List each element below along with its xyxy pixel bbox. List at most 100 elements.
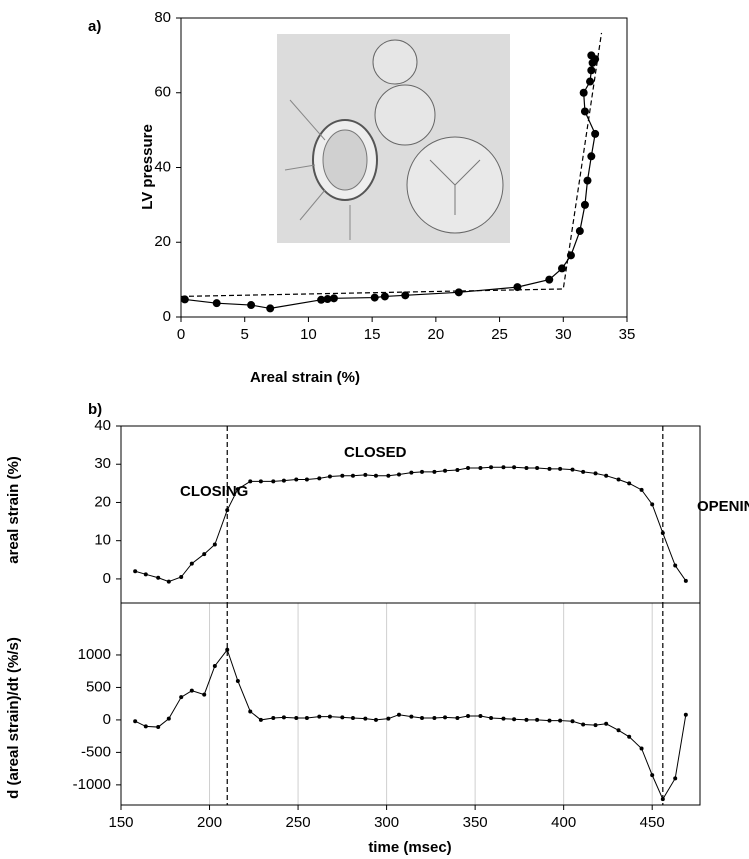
data-point — [258, 479, 263, 484]
data-point — [586, 77, 595, 86]
data-point — [455, 715, 460, 720]
x-tick-label: 35 — [619, 326, 636, 343]
data-point — [593, 471, 598, 476]
data-point — [294, 477, 299, 482]
data-point — [189, 688, 194, 693]
x-tick-label: 30 — [555, 326, 572, 343]
data-point — [579, 88, 588, 97]
data-point — [323, 295, 332, 304]
data-point — [466, 714, 471, 719]
data-point — [616, 728, 621, 733]
y-axis-label: areal strain (%) — [5, 456, 22, 564]
data-point — [489, 715, 494, 720]
data-point — [225, 508, 230, 513]
data-point — [627, 481, 632, 486]
data-point — [545, 275, 554, 284]
data-point — [575, 227, 584, 236]
data-point — [409, 714, 414, 719]
data-point — [420, 715, 425, 720]
data-point — [683, 578, 688, 583]
data-point — [212, 299, 221, 308]
data-point — [202, 692, 207, 697]
y-tick-label: 80 — [154, 9, 171, 26]
y-tick-label: 60 — [154, 84, 171, 101]
data-point — [639, 746, 644, 751]
y-tick-label: 30 — [94, 455, 111, 472]
data-point — [432, 715, 437, 720]
y-tick-label: 40 — [94, 417, 111, 434]
data-point — [581, 469, 586, 474]
x-tick-label: 15 — [364, 326, 381, 343]
data-point — [179, 695, 184, 700]
y-tick-label: 20 — [154, 233, 171, 250]
x-tick-label: 25 — [491, 326, 508, 343]
data-point — [547, 466, 552, 471]
data-point — [683, 712, 688, 717]
data-point — [570, 467, 575, 472]
y-tick-label: 0 — [103, 711, 111, 728]
data-point — [489, 465, 494, 470]
data-point — [212, 542, 217, 547]
annotation: OPENING — [697, 498, 749, 515]
data-point — [340, 473, 345, 478]
series-line — [134, 648, 687, 801]
data-point — [501, 465, 506, 470]
plot-frame — [120, 425, 701, 604]
x-tick-label: 250 — [286, 814, 311, 831]
data-point — [304, 715, 309, 720]
data-point — [373, 717, 378, 722]
x-tick-label: 20 — [428, 326, 445, 343]
data-point — [660, 797, 665, 802]
valve-illustration — [277, 34, 510, 243]
data-point — [329, 294, 338, 303]
data-point — [478, 714, 483, 719]
data-point — [524, 717, 529, 722]
data-point — [581, 722, 586, 727]
x-tick-label: 400 — [551, 814, 576, 831]
data-point — [180, 295, 189, 304]
data-point — [327, 714, 332, 719]
data-point — [591, 129, 600, 138]
y-tick-label: 10 — [94, 532, 111, 549]
data-point — [156, 575, 161, 580]
data-point — [639, 487, 644, 492]
annotation: CLOSED — [344, 444, 407, 461]
data-point — [512, 717, 517, 722]
data-point — [570, 719, 575, 724]
data-point — [660, 531, 665, 536]
y-tick-label: -1000 — [73, 776, 111, 793]
data-point — [350, 715, 355, 720]
data-point — [396, 472, 401, 477]
data-point — [420, 469, 425, 474]
data-point — [650, 502, 655, 507]
data-point — [558, 466, 563, 471]
data-point — [673, 563, 678, 568]
data-point — [580, 200, 589, 209]
data-point — [673, 776, 678, 781]
data-point — [281, 478, 286, 483]
data-point — [593, 723, 598, 728]
data-point — [304, 477, 309, 482]
y-tick-label: 500 — [86, 678, 111, 695]
data-point — [604, 721, 609, 726]
data-point — [650, 773, 655, 778]
x-tick-label: 300 — [374, 814, 399, 831]
annotation: CLOSING — [180, 483, 248, 500]
data-point — [248, 709, 253, 714]
data-point — [616, 477, 621, 482]
y-axis-label: LV pressure — [139, 124, 156, 210]
data-point — [166, 579, 171, 584]
data-point — [133, 569, 138, 574]
x-axis-label: Areal strain (%) — [250, 369, 360, 386]
data-point — [156, 725, 161, 730]
series-line — [180, 32, 603, 298]
data-point — [547, 718, 552, 723]
data-point — [432, 469, 437, 474]
data-point — [558, 718, 563, 723]
data-point — [350, 473, 355, 478]
y-axis-label: d (areal strain)/dt (%/s) — [5, 637, 22, 799]
data-point — [143, 724, 148, 729]
data-point — [409, 470, 414, 475]
data-point — [627, 734, 632, 739]
